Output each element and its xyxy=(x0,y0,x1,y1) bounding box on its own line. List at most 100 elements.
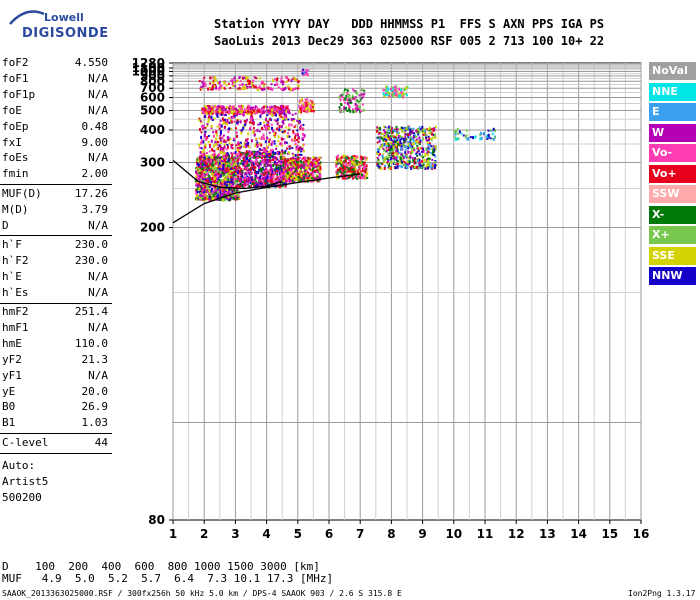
echo-point xyxy=(240,153,243,157)
echo-point xyxy=(201,150,204,153)
echo-point xyxy=(350,160,353,164)
echo-point xyxy=(347,162,350,165)
echo-point xyxy=(269,169,272,172)
echo-point xyxy=(204,108,207,112)
echo-point xyxy=(218,187,221,191)
echo-point xyxy=(239,105,241,109)
echo-point xyxy=(201,110,204,113)
echo-point xyxy=(402,127,405,131)
echo-point xyxy=(266,124,269,126)
echo-point xyxy=(218,108,221,111)
echo-point xyxy=(364,170,367,174)
echo-point xyxy=(421,128,424,131)
echo-point xyxy=(317,168,320,171)
param-row: B0 26.9 xyxy=(2,400,110,416)
echo-point xyxy=(216,108,219,111)
echo-point xyxy=(267,159,270,162)
echo-point xyxy=(246,110,249,112)
echo-point xyxy=(434,145,437,148)
echo-point xyxy=(376,164,379,167)
echo-point xyxy=(377,162,380,165)
echo-point xyxy=(273,78,276,81)
x-tick-label: 12 xyxy=(508,527,525,541)
echo-point xyxy=(393,155,395,158)
echo-point xyxy=(231,190,234,193)
echo-point xyxy=(392,160,395,163)
echo-point xyxy=(264,149,267,153)
echo-point xyxy=(346,110,349,112)
echo-point xyxy=(227,107,230,110)
echo-point xyxy=(347,176,350,179)
echo-point xyxy=(357,175,360,179)
echo-point xyxy=(233,152,236,155)
echo-point xyxy=(307,177,309,180)
echo-point xyxy=(387,158,390,162)
echo-point xyxy=(201,195,204,199)
echo-point xyxy=(215,147,218,150)
echo-point xyxy=(404,155,407,159)
echo-point xyxy=(220,187,223,191)
echo-point xyxy=(198,175,201,179)
echo-point xyxy=(235,192,238,196)
echo-point xyxy=(230,160,233,162)
echo-point xyxy=(203,193,206,197)
echo-point xyxy=(256,106,259,109)
echo-point xyxy=(227,165,230,168)
echo-point xyxy=(204,126,207,129)
echo-point xyxy=(349,160,352,163)
echo-point xyxy=(390,129,393,133)
echo-point xyxy=(293,159,296,162)
echo-point xyxy=(318,162,321,165)
echo-point xyxy=(342,170,345,172)
echo-point xyxy=(236,187,239,191)
echo-point xyxy=(204,82,207,86)
echo-point xyxy=(227,169,230,173)
echo-point xyxy=(249,157,252,160)
echo-point xyxy=(313,169,316,172)
y-tick-label: 500 xyxy=(140,104,165,118)
echo-point xyxy=(413,132,416,135)
echo-point xyxy=(244,182,247,186)
echo-point xyxy=(219,134,222,137)
echo-point xyxy=(223,193,226,197)
param-name: yE xyxy=(2,384,16,398)
echo-point xyxy=(280,104,283,108)
echo-point xyxy=(340,156,343,159)
echo-point xyxy=(302,143,305,146)
echo-point xyxy=(297,137,300,140)
echo-point xyxy=(271,154,274,157)
echo-point xyxy=(263,121,265,124)
echo-point xyxy=(378,154,381,157)
echo-point xyxy=(418,130,421,133)
echo-point xyxy=(268,108,271,110)
echo-point xyxy=(291,175,294,178)
param-value: N/A xyxy=(88,269,108,283)
echo-point xyxy=(360,110,363,113)
echo-point xyxy=(417,133,420,136)
echo-point xyxy=(301,161,304,164)
echo-point xyxy=(287,78,290,82)
echo-point xyxy=(213,172,216,175)
echo-point xyxy=(259,182,262,185)
echo-point xyxy=(241,87,244,90)
echo-point xyxy=(272,152,275,156)
echo-point xyxy=(218,179,221,182)
echo-point xyxy=(207,192,210,195)
echo-point xyxy=(204,196,207,200)
echo-point xyxy=(297,80,300,84)
echo-point xyxy=(262,149,265,153)
param-value: 251.4 xyxy=(74,305,108,318)
echo-point xyxy=(229,138,232,141)
x-tick-label: 4 xyxy=(262,527,270,541)
echo-point xyxy=(218,161,221,165)
echo-point xyxy=(386,132,388,135)
echo-point xyxy=(358,170,361,173)
echo-point xyxy=(206,108,209,112)
echo-point xyxy=(335,174,338,178)
echo-point xyxy=(271,108,273,112)
echo-point xyxy=(204,84,207,87)
echo-point xyxy=(200,158,203,161)
echo-point xyxy=(313,176,316,180)
echo-point xyxy=(215,85,217,89)
echo-point xyxy=(302,156,305,160)
